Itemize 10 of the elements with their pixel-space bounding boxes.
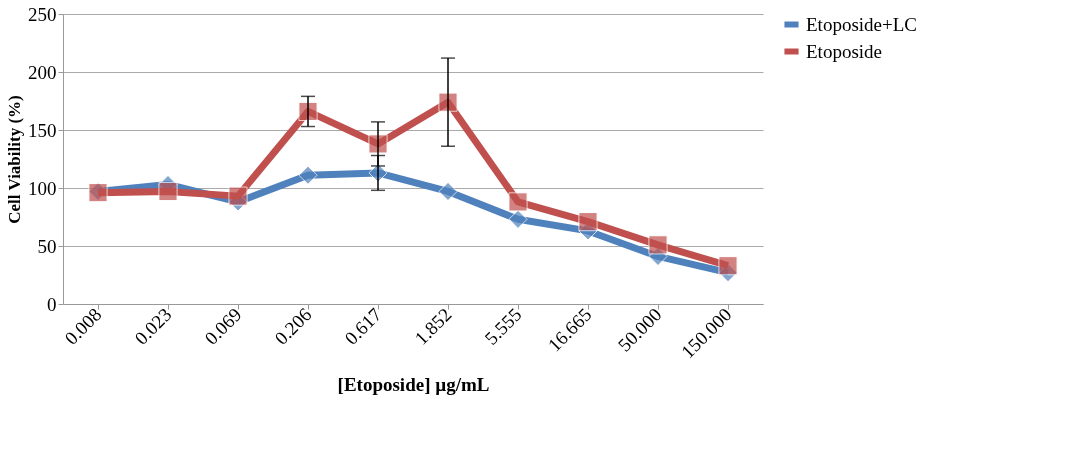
legend-label: Etoposide+LC — [806, 13, 917, 35]
y-tick-label: 0 — [47, 293, 57, 315]
y-tick-label: 50 — [37, 235, 57, 257]
y-tick-label: 150 — [28, 119, 57, 141]
y-tick-label: 100 — [28, 177, 57, 199]
legend-label: Etoposide — [806, 40, 882, 62]
x-axis-title: [Etoposide] µg/mL — [337, 374, 490, 396]
y-tick-label: 200 — [28, 61, 57, 83]
y-axis-title: Cell Viability (%) — [5, 95, 24, 224]
y-tick-label: 250 — [28, 3, 57, 25]
